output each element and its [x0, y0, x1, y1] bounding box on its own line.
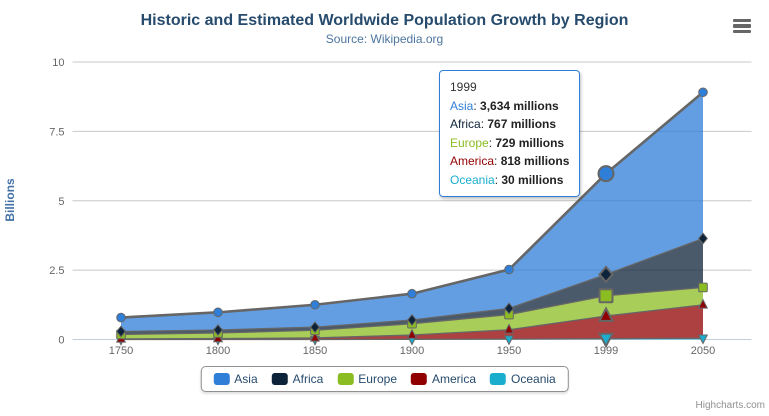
- series-marker-layer: [115, 87, 709, 349]
- y-axis-tick-label: 5: [58, 196, 64, 208]
- marker-asia-1850[interactable]: [310, 299, 320, 310]
- marker-africa-2050[interactable]: [698, 232, 708, 245]
- legend-swatch-icon: [271, 373, 288, 385]
- tooltip-row: America: 818 millions: [450, 154, 570, 168]
- marker-asia-2050[interactable]: [698, 87, 708, 98]
- marker-asia-1999[interactable]: [597, 165, 615, 183]
- legend-label: Europe: [358, 372, 398, 386]
- legend-swatch-icon: [213, 373, 230, 385]
- marker-oceania-1950[interactable]: [503, 335, 515, 346]
- marker-america-1999[interactable]: [597, 306, 615, 322]
- legend-label: Oceania: [511, 372, 556, 386]
- marker-oceania-1999[interactable]: [597, 332, 615, 349]
- x-axis-tick-label: 1999: [594, 345, 618, 357]
- y-axis-labels: 0 2.5 5 7.5 10: [49, 57, 64, 347]
- marker-asia-1900[interactable]: [407, 288, 417, 299]
- legend-label: Asia: [234, 372, 258, 386]
- legend-item-oceania[interactable]: Oceania: [490, 372, 556, 386]
- hamburger-icon: [733, 29, 751, 33]
- marker-america-1950[interactable]: [503, 323, 515, 334]
- legend-swatch-icon: [337, 373, 354, 385]
- tooltip-row: Africa: 767 millions: [450, 117, 557, 131]
- legend-swatch-icon: [490, 373, 507, 385]
- x-axis-tick-label: 2050: [691, 345, 715, 357]
- legend-item-asia[interactable]: Asia: [213, 372, 258, 386]
- marker-europe-2050[interactable]: [698, 282, 708, 293]
- y-axis-tick-label: 10: [52, 57, 64, 69]
- marker-america-1850[interactable]: [309, 331, 321, 342]
- marker-asia-1800[interactable]: [213, 307, 223, 318]
- tooltip-row: Oceania: 30 millions: [450, 172, 564, 187]
- area-series-america[interactable]: [121, 304, 703, 340]
- legend: Asia Africa Europe America Oceania: [200, 366, 569, 392]
- y-axis-tick-label: 7.5: [49, 126, 64, 138]
- marker-africa-1999[interactable]: [598, 265, 614, 284]
- hamburger-icon: [733, 24, 751, 28]
- x-axis-tick-label: 1950: [497, 345, 521, 357]
- marker-africa-1800[interactable]: [213, 323, 223, 337]
- y-axis-tick-label: 2.5: [49, 265, 64, 277]
- x-axis-tick-label: 1750: [109, 345, 133, 357]
- y-axis-tick-label: 0: [58, 335, 64, 347]
- tooltip-row: Europe: 729 millions: [450, 135, 565, 150]
- tooltip-header: 1999: [450, 80, 477, 94]
- legend-item-america[interactable]: America: [411, 372, 476, 386]
- legend-item-europe[interactable]: Europe: [337, 372, 397, 386]
- marker-america-1900[interactable]: [406, 328, 418, 339]
- marker-america-2050[interactable]: [697, 298, 709, 309]
- area-series-asia[interactable]: [121, 92, 703, 332]
- x-axis-tick-label: 1800: [206, 345, 230, 357]
- marker-africa-1950[interactable]: [504, 302, 514, 315]
- marker-africa-1850[interactable]: [310, 321, 320, 334]
- legend-item-africa[interactable]: Africa: [271, 372, 324, 386]
- area-series-africa[interactable]: [121, 238, 703, 335]
- area-series-layer: [121, 92, 703, 340]
- tooltip: 1999 Asia: 3,634 millions Africa: 767 mil…: [439, 70, 581, 197]
- legend-label: Africa: [292, 372, 324, 386]
- marker-asia-1750[interactable]: [116, 312, 126, 323]
- marker-africa-1900[interactable]: [407, 313, 417, 327]
- marker-europe-1999[interactable]: [598, 288, 614, 304]
- x-axis-labels: 1750 1800 1850 1900 1950 1999 2050: [109, 345, 715, 357]
- marker-asia-1950[interactable]: [504, 264, 514, 275]
- y-axis-title: Billions: [3, 178, 17, 222]
- legend-swatch-icon: [411, 373, 428, 385]
- chart-subtitle: Source: Wikipedia.org: [325, 32, 444, 46]
- tooltip-row: Asia: 3,634 millions: [450, 98, 559, 113]
- export-menu-button[interactable]: [733, 19, 751, 33]
- highcharts-credits-link[interactable]: Highcharts.com: [695, 400, 765, 411]
- chart-title: Historic and Estimated Worldwide Populat…: [140, 12, 629, 29]
- x-axis-tick-label: 1900: [400, 345, 424, 357]
- marker-oceania-2050[interactable]: [697, 334, 709, 345]
- legend-label: America: [432, 372, 477, 386]
- x-axis-tick-label: 1850: [303, 345, 327, 357]
- hamburger-icon: [733, 19, 751, 23]
- marker-africa-1750[interactable]: [116, 325, 126, 338]
